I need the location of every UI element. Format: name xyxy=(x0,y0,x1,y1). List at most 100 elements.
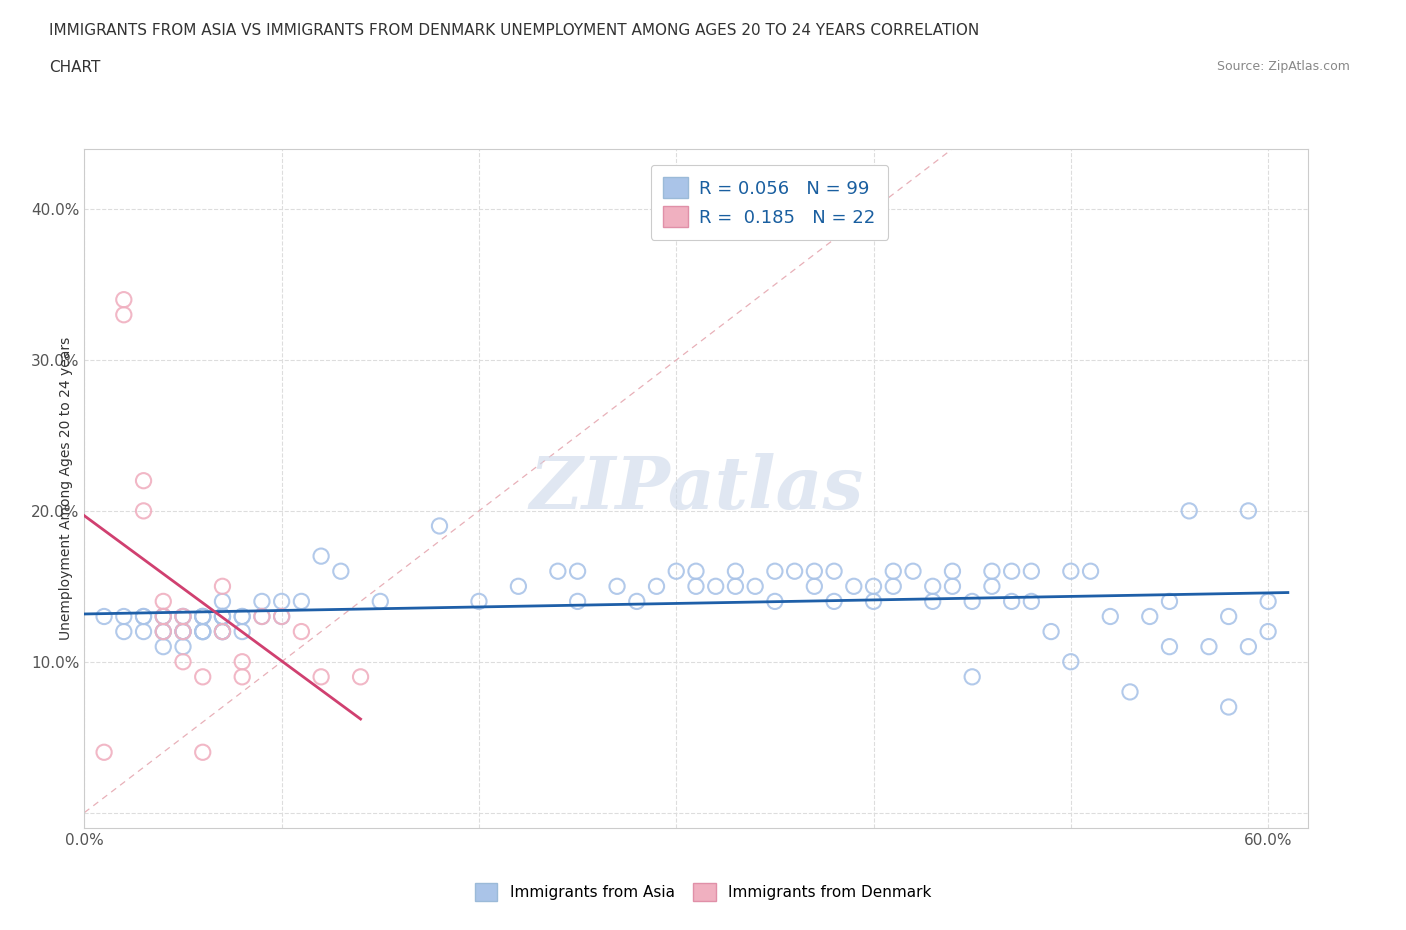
Point xyxy=(152,624,174,639)
Point xyxy=(132,624,155,639)
Point xyxy=(112,292,135,307)
Point xyxy=(250,609,273,624)
Point xyxy=(508,578,530,593)
Point xyxy=(112,624,135,639)
Point xyxy=(862,594,884,609)
Point xyxy=(172,639,194,654)
Point xyxy=(112,609,135,624)
Point xyxy=(211,609,233,624)
Legend: R = 0.056   N = 99, R =  0.185   N = 22: R = 0.056 N = 99, R = 0.185 N = 22 xyxy=(651,165,889,240)
Point xyxy=(172,655,194,670)
Point xyxy=(744,578,766,593)
Point xyxy=(960,670,983,684)
Point xyxy=(724,578,747,593)
Text: Source: ZipAtlas.com: Source: ZipAtlas.com xyxy=(1216,60,1350,73)
Point xyxy=(211,624,233,639)
Point xyxy=(250,594,273,609)
Point xyxy=(112,307,135,322)
Point xyxy=(172,624,194,639)
Point xyxy=(152,609,174,624)
Text: ZIPatlas: ZIPatlas xyxy=(529,453,863,524)
Point xyxy=(191,609,214,624)
Point xyxy=(803,564,825,578)
Point xyxy=(862,578,884,593)
Point xyxy=(1119,684,1142,699)
Point xyxy=(132,473,155,488)
Point xyxy=(803,578,825,593)
Point xyxy=(823,594,845,609)
Point xyxy=(211,609,233,624)
Point xyxy=(1198,639,1220,654)
Point xyxy=(231,609,253,624)
Point xyxy=(270,609,292,624)
Point xyxy=(231,670,253,684)
Point xyxy=(783,564,806,578)
Point xyxy=(93,745,115,760)
Point xyxy=(1001,594,1024,609)
Point xyxy=(172,624,194,639)
Point xyxy=(191,609,214,624)
Point xyxy=(191,670,214,684)
Point xyxy=(901,564,924,578)
Point xyxy=(823,564,845,578)
Point xyxy=(132,503,155,518)
Point xyxy=(941,578,963,593)
Point xyxy=(211,624,233,639)
Point xyxy=(368,594,391,609)
Point xyxy=(191,624,214,639)
Point xyxy=(1257,594,1279,609)
Point xyxy=(1099,609,1122,624)
Point xyxy=(152,639,174,654)
Point xyxy=(349,670,371,684)
Point xyxy=(290,594,312,609)
Point xyxy=(270,609,292,624)
Point xyxy=(172,609,194,624)
Point xyxy=(231,609,253,624)
Point xyxy=(882,578,904,593)
Point xyxy=(211,624,233,639)
Point xyxy=(152,624,174,639)
Point xyxy=(921,578,943,593)
Point xyxy=(1060,564,1083,578)
Point xyxy=(763,564,786,578)
Point xyxy=(172,624,194,639)
Point xyxy=(882,564,904,578)
Point xyxy=(1178,503,1201,518)
Point xyxy=(921,594,943,609)
Point xyxy=(152,609,174,624)
Point xyxy=(1159,639,1181,654)
Point xyxy=(665,564,688,578)
Y-axis label: Unemployment Among Ages 20 to 24 years: Unemployment Among Ages 20 to 24 years xyxy=(59,337,73,640)
Point xyxy=(645,578,668,593)
Point xyxy=(211,624,233,639)
Point xyxy=(941,564,963,578)
Point xyxy=(1159,594,1181,609)
Point xyxy=(980,564,1002,578)
Point xyxy=(172,624,194,639)
Point xyxy=(1218,609,1240,624)
Point xyxy=(429,519,451,534)
Point xyxy=(1021,564,1043,578)
Point xyxy=(724,564,747,578)
Point xyxy=(1080,564,1102,578)
Point xyxy=(309,549,332,564)
Point xyxy=(960,594,983,609)
Point xyxy=(468,594,491,609)
Point xyxy=(290,624,312,639)
Point xyxy=(191,745,214,760)
Point xyxy=(842,578,865,593)
Point xyxy=(606,578,628,593)
Point xyxy=(132,609,155,624)
Point xyxy=(250,609,273,624)
Point xyxy=(567,594,589,609)
Point xyxy=(93,609,115,624)
Point xyxy=(191,609,214,624)
Point xyxy=(704,578,727,593)
Point xyxy=(1060,655,1083,670)
Point xyxy=(172,609,194,624)
Point xyxy=(191,624,214,639)
Point xyxy=(1218,699,1240,714)
Legend: Immigrants from Asia, Immigrants from Denmark: Immigrants from Asia, Immigrants from De… xyxy=(467,875,939,909)
Point xyxy=(152,609,174,624)
Point xyxy=(763,594,786,609)
